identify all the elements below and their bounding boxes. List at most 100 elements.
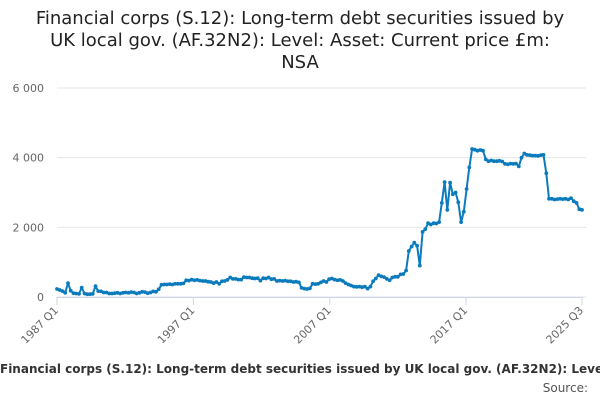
data-point[interactable] xyxy=(214,280,219,284)
data-point[interactable] xyxy=(96,289,101,293)
data-point[interactable] xyxy=(525,153,529,157)
data-point[interactable] xyxy=(154,289,158,294)
data-point[interactable] xyxy=(448,180,452,185)
data-point[interactable] xyxy=(244,275,249,280)
data-point[interactable] xyxy=(107,291,112,296)
data-point[interactable] xyxy=(530,153,535,158)
data-point[interactable] xyxy=(508,161,513,166)
data-point[interactable] xyxy=(404,268,408,273)
data-point[interactable] xyxy=(198,278,202,283)
data-point[interactable] xyxy=(236,277,241,282)
data-point[interactable] xyxy=(382,275,386,279)
data-point[interactable] xyxy=(85,292,90,297)
data-point[interactable] xyxy=(387,278,392,283)
data-point[interactable] xyxy=(415,243,419,248)
legend-label[interactable]: Financial corps (S.12): Long-term debt s… xyxy=(0,362,600,376)
data-point[interactable] xyxy=(401,272,406,276)
data-point[interactable] xyxy=(343,281,348,285)
data-point[interactable] xyxy=(231,277,235,281)
data-point[interactable] xyxy=(156,287,161,292)
data-point[interactable] xyxy=(434,221,439,226)
data-point[interactable] xyxy=(310,281,315,286)
data-point[interactable] xyxy=(373,276,378,281)
data-point[interactable] xyxy=(500,159,505,164)
data-point[interactable] xyxy=(552,197,557,202)
data-point[interactable] xyxy=(217,281,222,286)
data-point[interactable] xyxy=(181,281,186,286)
data-point[interactable] xyxy=(192,278,197,283)
data-point[interactable] xyxy=(173,281,178,286)
data-point[interactable] xyxy=(123,290,128,295)
data-point[interactable] xyxy=(368,284,373,289)
data-point[interactable] xyxy=(129,290,134,294)
data-point[interactable] xyxy=(225,278,230,282)
data-point[interactable] xyxy=(74,291,79,296)
data-point[interactable] xyxy=(571,199,576,204)
data-point[interactable] xyxy=(439,201,444,205)
data-point[interactable] xyxy=(176,281,180,286)
data-point[interactable] xyxy=(308,286,312,291)
data-point[interactable] xyxy=(286,279,290,284)
data-point[interactable] xyxy=(516,164,521,169)
data-point[interactable] xyxy=(316,281,320,286)
data-point[interactable] xyxy=(151,289,156,294)
data-point[interactable] xyxy=(417,263,422,268)
data-point[interactable] xyxy=(165,282,169,287)
data-point[interactable] xyxy=(363,284,367,289)
data-point[interactable] xyxy=(384,277,389,281)
data-point[interactable] xyxy=(406,249,411,253)
data-point[interactable] xyxy=(200,279,205,283)
data-point[interactable] xyxy=(324,280,329,284)
data-point[interactable] xyxy=(481,148,485,153)
data-point[interactable] xyxy=(461,209,466,214)
data-point[interactable] xyxy=(437,220,441,225)
data-point[interactable] xyxy=(514,161,518,166)
data-point[interactable] xyxy=(371,279,375,284)
data-point[interactable] xyxy=(541,153,546,157)
data-point[interactable] xyxy=(456,200,461,205)
data-point[interactable] xyxy=(445,208,450,212)
data-point[interactable] xyxy=(483,157,488,162)
data-point[interactable] xyxy=(66,281,70,285)
data-point[interactable] xyxy=(242,275,246,279)
data-point[interactable] xyxy=(79,285,84,290)
data-point[interactable] xyxy=(423,227,428,232)
data-point[interactable] xyxy=(112,291,117,296)
data-point[interactable] xyxy=(255,276,260,281)
data-point[interactable] xyxy=(420,230,425,234)
data-point[interactable] xyxy=(395,274,400,279)
data-point[interactable] xyxy=(492,159,496,164)
data-point[interactable] xyxy=(297,280,301,285)
data-point[interactable] xyxy=(519,155,524,160)
data-point[interactable] xyxy=(162,282,167,287)
data-point[interactable] xyxy=(393,274,397,279)
data-point[interactable] xyxy=(450,192,455,197)
data-point[interactable] xyxy=(412,240,417,245)
data-point[interactable] xyxy=(63,290,68,295)
data-point[interactable] xyxy=(101,290,106,295)
data-point[interactable] xyxy=(464,187,469,191)
data-point[interactable] xyxy=(140,289,145,294)
data-point[interactable] xyxy=(277,278,282,283)
data-point[interactable] xyxy=(569,196,573,201)
data-point[interactable] xyxy=(442,180,447,185)
data-point[interactable] xyxy=(354,285,359,289)
data-point[interactable] xyxy=(93,284,98,289)
legend[interactable]: Financial corps (S.12): Long-term debt s… xyxy=(0,362,600,376)
data-point[interactable] xyxy=(544,171,549,176)
data-point[interactable] xyxy=(253,276,257,281)
data-point[interactable] xyxy=(453,190,458,195)
data-point[interactable] xyxy=(60,289,65,293)
data-point[interactable] xyxy=(409,244,414,249)
data-point[interactable] xyxy=(341,279,345,283)
data-point[interactable] xyxy=(68,288,73,293)
data-point[interactable] xyxy=(580,208,584,212)
data-point[interactable] xyxy=(459,220,463,225)
data-point[interactable] xyxy=(220,279,224,284)
data-point[interactable] xyxy=(77,292,81,296)
data-point[interactable] xyxy=(574,201,579,205)
data-point[interactable] xyxy=(272,277,276,281)
data-point[interactable] xyxy=(239,277,244,282)
data-point[interactable] xyxy=(467,165,472,170)
data-point[interactable] xyxy=(90,292,95,296)
